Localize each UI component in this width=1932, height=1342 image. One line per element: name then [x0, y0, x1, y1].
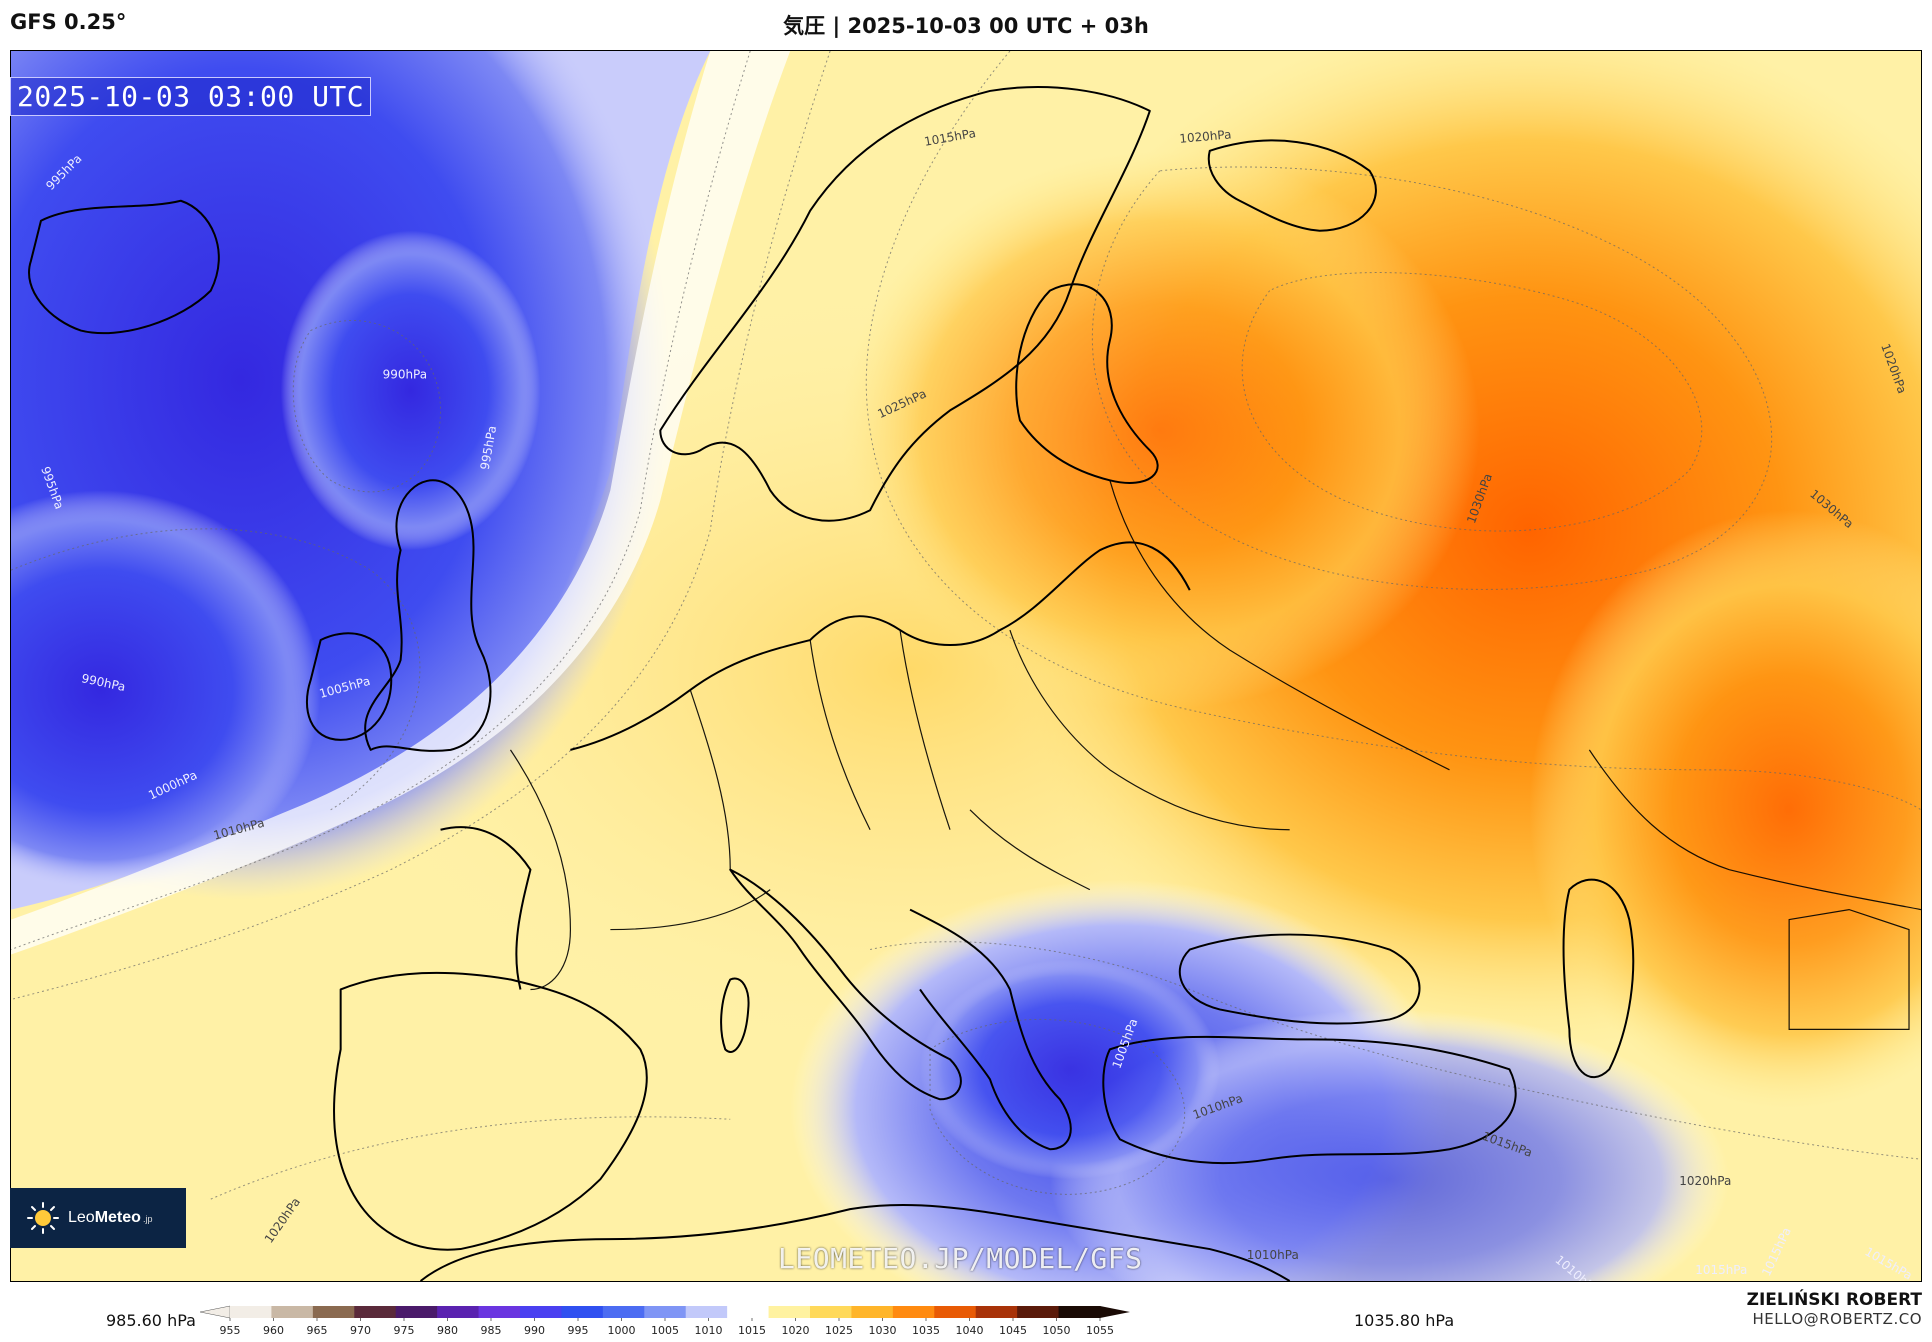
legend-swatch	[1017, 1306, 1060, 1318]
legend-tick-label: 1040	[956, 1324, 984, 1337]
legend-swatch	[768, 1306, 811, 1318]
legend-swatch	[644, 1306, 687, 1318]
legend-swatch	[520, 1306, 562, 1318]
sun-icon	[27, 1202, 59, 1234]
pressure-map[interactable]: 995hPa 990hPa 995hPa 990hPa 1005hPa 995h…	[10, 50, 1922, 1282]
isobar-label: 990hPa	[383, 367, 427, 381]
legend-tick-label: 990	[524, 1324, 545, 1337]
valid-time-label: 2025-10-03 03:00 UTC	[10, 77, 372, 116]
legend-swatch	[312, 1306, 355, 1318]
chart-title: 気圧 | 2025-10-03 00 UTC + 03h	[783, 14, 1149, 38]
legend-swatch	[602, 1306, 645, 1318]
legend-tick-label: 1050	[1043, 1324, 1071, 1337]
legend-tick-label: 970	[350, 1324, 371, 1337]
legend-max-label: 1035.80 hPa	[1354, 1311, 1455, 1330]
legend-max-arrow	[1100, 1306, 1130, 1318]
isobar-label: 1010hPa	[1247, 1248, 1299, 1262]
legend-swatch	[934, 1306, 977, 1318]
isobars	[11, 51, 1921, 1200]
author-name: ZIELIŃSKI ROBERT	[1746, 1290, 1922, 1310]
color-legend: 955 960 965 970 975 980 985 990 995 1000 1005 1010 1…	[199, 1300, 1350, 1338]
legend-swatch	[1058, 1306, 1101, 1318]
legend-tick-label: 1030	[869, 1324, 897, 1337]
legend-scale: 955 960 965 970 975 980 985 990 995 1000 1005 1010 1…	[199, 1305, 1130, 1337]
legend-tick-label: 1055	[1086, 1324, 1114, 1337]
legend-swatch	[437, 1306, 480, 1318]
logo-text: LeoMeteo .jp	[68, 1209, 153, 1226]
legend-swatch	[271, 1306, 314, 1318]
legend-swatch	[685, 1306, 728, 1318]
watermark-url: LEOMETEO.JP/MODEL/GFS	[778, 1242, 1143, 1275]
legend-min-label: 985.60 hPa	[106, 1311, 196, 1330]
legend-tick-label: 960	[263, 1324, 284, 1337]
legend-swatch	[354, 1306, 397, 1318]
legend-tick-label: 1035	[912, 1324, 940, 1337]
legend-tick-label: 1025	[825, 1324, 853, 1337]
legend-tick-label: 1000	[608, 1324, 636, 1337]
legend-tick-label: 1005	[651, 1324, 679, 1337]
legend-swatch	[727, 1306, 770, 1318]
legend-tick-label: 975	[394, 1324, 415, 1337]
country-borders	[509, 480, 1921, 1031]
pressure-field: 995hPa 990hPa 995hPa 990hPa 1005hPa 995h…	[11, 51, 1921, 1281]
legend-tick-label: 965	[307, 1324, 328, 1337]
legend-tick-label: 955	[220, 1324, 241, 1337]
legend-swatch	[395, 1306, 438, 1318]
legend-swatch	[892, 1306, 935, 1318]
legend-swatch	[478, 1306, 521, 1318]
author-credit: ZIELIŃSKI ROBERT HELLO@ROBERTZ.CO	[1747, 1290, 1922, 1328]
legend-tick-label: 1020	[782, 1324, 810, 1337]
legend-swatch	[851, 1306, 894, 1318]
author-email: HELLO@ROBERTZ.CO	[1752, 1310, 1922, 1328]
leometeo-logo[interactable]: LeoMeteo .jp	[10, 1188, 186, 1248]
legend-swatch	[810, 1306, 852, 1318]
legend-tick-label: 995	[568, 1324, 589, 1337]
legend-tick-label: 1015	[738, 1324, 766, 1337]
legend-tick-label: 980	[437, 1324, 458, 1337]
legend-tick-label: 1045	[999, 1324, 1027, 1337]
legend-tick-label: 985	[481, 1324, 502, 1337]
legend-min-arrow	[199, 1305, 231, 1319]
isobar-label: 1020hPa	[1679, 1174, 1731, 1188]
isobar-label: 1015hPa	[1695, 1263, 1747, 1277]
isobar-label: 1020hPa	[1179, 127, 1232, 145]
legend-swatch	[230, 1306, 272, 1318]
model-name: GFS 0.25°	[10, 10, 127, 34]
legend-tick-label: 1010	[695, 1324, 723, 1337]
legend-swatch	[975, 1306, 1018, 1318]
legend-swatch	[561, 1306, 604, 1318]
